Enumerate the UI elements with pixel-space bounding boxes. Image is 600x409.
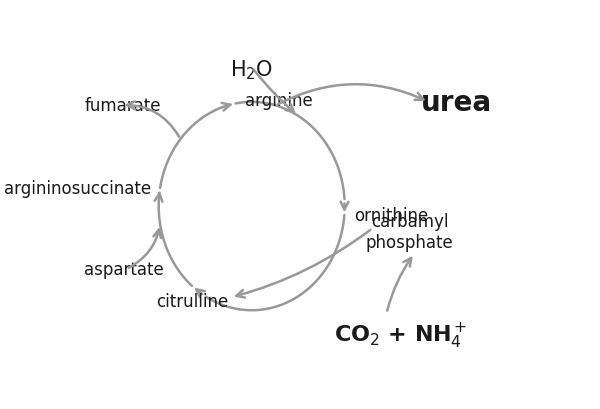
Text: citrulline: citrulline bbox=[156, 292, 228, 310]
Text: fumarate: fumarate bbox=[84, 97, 161, 115]
Text: H$_2$O: H$_2$O bbox=[230, 58, 273, 82]
Text: CO$_2$ + NH$_4^+$: CO$_2$ + NH$_4^+$ bbox=[334, 321, 467, 350]
Text: carbamyl
phosphate: carbamyl phosphate bbox=[366, 212, 454, 251]
Text: aspartate: aspartate bbox=[84, 261, 164, 279]
Text: argininosuccinate: argininosuccinate bbox=[4, 180, 151, 198]
Text: arginine: arginine bbox=[245, 92, 313, 110]
Text: ornithine: ornithine bbox=[353, 207, 428, 225]
Text: urea: urea bbox=[421, 89, 492, 117]
